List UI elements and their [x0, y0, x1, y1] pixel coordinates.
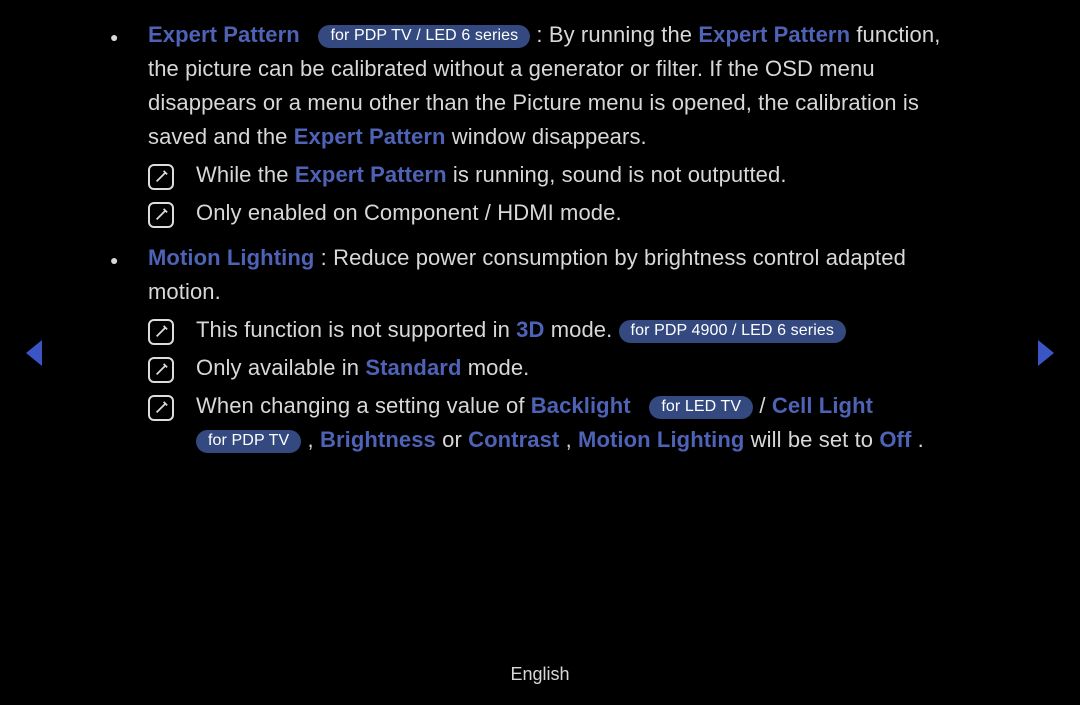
note-icon — [148, 395, 174, 421]
note-icon — [148, 357, 174, 383]
text-segment: While the — [196, 162, 295, 187]
bullet-expert-pattern: Expert Pattern for PDP TV / LED 6 series… — [110, 18, 970, 235]
bullet-motion-lighting: Motion Lighting : Reduce power consumpti… — [110, 241, 970, 462]
note-row: When changing a setting value of Backlig… — [148, 389, 970, 457]
note-row: Only available in Standard mode. — [148, 351, 970, 385]
pill-pdp4900-led6: for PDP 4900 / LED 6 series — [619, 320, 846, 343]
term-contrast: Contrast — [468, 427, 559, 452]
term-expert-pattern: Expert Pattern — [295, 162, 447, 187]
text-segment: , — [566, 427, 578, 452]
term-expert-pattern: Expert Pattern — [294, 124, 446, 149]
text-segment: This function is not supported in — [196, 317, 516, 342]
text-segment: window disappears. — [452, 124, 647, 149]
bullet-dot-icon — [110, 241, 148, 462]
note-row: Only enabled on Component / HDMI mode. — [148, 196, 970, 230]
text-segment: or — [442, 427, 468, 452]
note-icon — [148, 202, 174, 228]
bullet-dot-icon — [110, 18, 148, 235]
term-backlight: Backlight — [531, 393, 631, 418]
text-segment: mode. — [468, 355, 530, 380]
term-standard: Standard — [365, 355, 461, 380]
note-row: While the Expert Pattern is running, sou… — [148, 158, 970, 192]
text-segment: Only enabled on Component / HDMI mode. — [196, 200, 622, 225]
pill-pdp-led6: for PDP TV / LED 6 series — [318, 25, 530, 48]
footer-language: English — [0, 664, 1080, 685]
text-segment: Only available in — [196, 355, 365, 380]
term-cell-light: Cell Light — [772, 393, 873, 418]
text-segment: is running, sound is not outputted. — [453, 162, 787, 187]
prev-page-arrow[interactable] — [20, 338, 46, 368]
manual-content: Expert Pattern for PDP TV / LED 6 series… — [110, 18, 970, 464]
text-segment: mode. — [551, 317, 619, 342]
pill-pdp-tv: for PDP TV — [196, 430, 301, 453]
text-segment: : By running the — [536, 22, 698, 47]
text-segment: . — [918, 427, 924, 452]
term-expert-pattern: Expert Pattern — [698, 22, 850, 47]
note-icon — [148, 164, 174, 190]
term-expert-pattern: Expert Pattern — [148, 22, 300, 47]
pill-led-tv: for LED TV — [649, 396, 753, 419]
term-motion-lighting: Motion Lighting — [148, 245, 314, 270]
note-icon — [148, 319, 174, 345]
term-motion-lighting: Motion Lighting — [578, 427, 744, 452]
text-segment: When changing a setting value of — [196, 393, 531, 418]
term-off: Off — [879, 427, 911, 452]
note-row: This function is not supported in 3D mod… — [148, 313, 970, 347]
term-3d: 3D — [516, 317, 544, 342]
text-segment: will be set to — [751, 427, 880, 452]
text-segment: , — [308, 427, 320, 452]
term-brightness: Brightness — [320, 427, 436, 452]
text-segment: / — [759, 393, 771, 418]
next-page-arrow[interactable] — [1034, 338, 1060, 368]
